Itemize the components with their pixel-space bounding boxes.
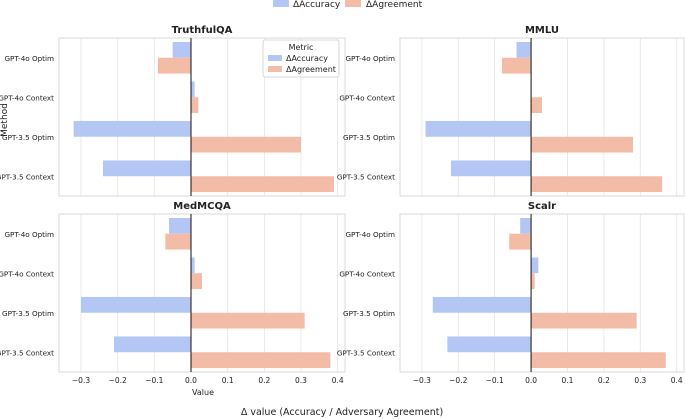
category-label: GPT-4o Optim <box>4 230 54 239</box>
category-label: GPT-4o Context <box>0 93 54 102</box>
category-label: GPT-4o Context <box>339 269 395 278</box>
x-tick-label: 0.2 <box>258 376 270 385</box>
inner-legend-title: Metric <box>289 43 314 52</box>
x-axis-label: Value <box>192 388 214 397</box>
bar-agreement <box>191 176 334 193</box>
bar-agreement <box>531 97 542 114</box>
panel-title: TruthfulQA <box>172 25 233 36</box>
bar-accuracy <box>73 120 191 137</box>
x-tick-label: 0.2 <box>598 376 610 385</box>
x-tick-label: 0.0 <box>525 376 537 385</box>
bar-accuracy <box>531 257 539 274</box>
top-legend: ΔAccuracy ΔAgreement <box>273 0 423 10</box>
inner-legend-swatch-accuracy <box>268 55 282 61</box>
category-label: GPT-4o Context <box>339 93 395 102</box>
bar-accuracy <box>516 41 532 58</box>
x-tick-label: 0.4 <box>671 376 683 385</box>
bar-agreement <box>158 57 191 74</box>
x-tick-label: −0.1 <box>486 376 504 385</box>
bar-accuracy <box>450 160 532 177</box>
bar-accuracy <box>191 257 195 274</box>
x-tick-label: 0.4 <box>332 376 344 385</box>
bar-accuracy <box>425 120 532 137</box>
inner-legend-swatch-agreement <box>268 66 282 72</box>
category-label: GPT-3.5 Optim <box>2 309 54 318</box>
category-label: GPT-4o Optim <box>345 54 395 63</box>
x-tick-label: 0.0 <box>185 376 197 385</box>
plot-area <box>399 213 685 373</box>
panel-scalr: GPT-4o Optim GPT-4o Context GPT-3.5 Optim G… <box>337 201 685 385</box>
plot-area <box>399 37 685 197</box>
category-label: GPT-3.5 Context <box>0 172 54 181</box>
bar-accuracy <box>432 296 532 313</box>
top-legend-label-agreement: ΔAgreement <box>366 0 423 10</box>
bar-agreement <box>531 176 663 193</box>
category-label: GPT-4o Context <box>0 269 54 278</box>
bar-accuracy <box>172 41 191 58</box>
panel-title: MMLU <box>525 25 559 36</box>
inner-legend: Metric ΔAccuracy ΔAgreement <box>262 39 340 78</box>
bar-accuracy <box>81 296 191 313</box>
top-legend-label-accuracy: ΔAccuracy <box>293 0 341 10</box>
bar-agreement <box>531 273 535 290</box>
bar-agreement <box>191 312 305 329</box>
inner-legend-label-agreement: ΔAgreement <box>286 65 336 74</box>
category-label: GPT-4o Optim <box>345 230 395 239</box>
panel-mmlu: GPT-4o Optim GPT-4o Context GPT-3.5 Optim G… <box>337 25 685 197</box>
top-legend-swatch-agreement <box>345 0 361 7</box>
category-label: GPT-3.5 Context <box>337 348 395 357</box>
x-tick-label: 0.3 <box>634 376 646 385</box>
y-axis-label: Method <box>0 103 10 137</box>
bar-agreement <box>531 312 637 329</box>
x-tick-label: 0.1 <box>562 376 574 385</box>
top-legend-swatch-accuracy <box>273 0 289 7</box>
bar-accuracy <box>114 336 191 353</box>
bar-agreement <box>531 136 634 153</box>
bar-accuracy <box>191 81 195 98</box>
inner-legend-label-accuracy: ΔAccuracy <box>286 54 328 63</box>
plot-area <box>58 213 346 373</box>
x-tick-label: −0.1 <box>145 376 163 385</box>
x-tick-label: −0.2 <box>449 376 467 385</box>
figure-xlabel: Δ value (Accuracy / Adversary Agreement) <box>241 407 443 418</box>
x-tick-label: 0.1 <box>222 376 234 385</box>
bar-agreement <box>191 136 301 153</box>
bar-agreement <box>191 273 202 290</box>
category-label: GPT-3.5 Context <box>337 172 395 181</box>
bar-agreement <box>501 57 532 74</box>
bar-agreement <box>191 97 199 114</box>
panel-title: MedMCQA <box>173 201 231 212</box>
x-tick-label: 0.3 <box>295 376 307 385</box>
category-label: GPT-4o Optim <box>4 54 54 63</box>
category-label: GPT-3.5 Optim <box>343 309 395 318</box>
panel-title: Scalr <box>528 201 556 212</box>
bar-agreement <box>531 352 666 369</box>
category-label: GPT-3.5 Optim <box>343 133 395 142</box>
panel-medmcqa: GPT-4o Optim GPT-4o Context GPT-3.5 Optim G… <box>0 201 346 397</box>
x-tick-label: −0.3 <box>72 376 90 385</box>
bar-agreement <box>165 233 191 250</box>
x-tick-label: −0.3 <box>413 376 431 385</box>
bar-accuracy <box>520 217 532 234</box>
bar-accuracy <box>447 336 532 353</box>
category-label: GPT-3.5 Context <box>0 348 54 357</box>
bar-accuracy <box>169 217 191 234</box>
x-tick-label: −0.2 <box>109 376 127 385</box>
bar-agreement <box>509 233 532 250</box>
category-label: GPT-3.5 Optim <box>2 133 54 142</box>
bar-agreement <box>191 352 331 369</box>
bar-accuracy <box>103 160 191 177</box>
